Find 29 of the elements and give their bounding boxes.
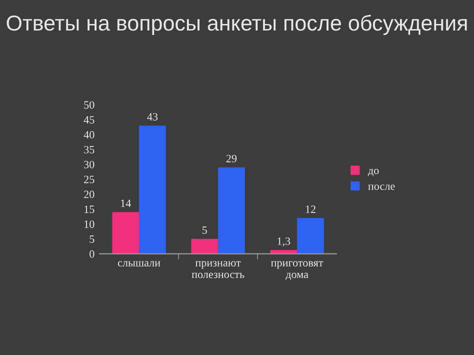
bar	[139, 126, 166, 254]
data-label: 29	[226, 154, 237, 162]
y-tick-label: 50	[84, 101, 94, 109]
y-tick-label: 20	[84, 190, 94, 198]
data-label: 14	[121, 200, 131, 207]
data-label: 5	[202, 226, 207, 234]
bar	[191, 238, 218, 254]
x-tick-label: признают полезность	[192, 261, 244, 278]
y-tick-label: 30	[84, 160, 94, 168]
data-label: 43	[147, 113, 158, 121]
y-tick-label: 40	[84, 131, 94, 139]
bar	[112, 212, 140, 254]
bar	[270, 250, 298, 254]
x-tick-label: приготовят дома	[271, 261, 324, 280]
bar	[297, 218, 324, 254]
data-label: 1,3	[278, 237, 290, 247]
y-tick-label: 5	[90, 235, 94, 243]
legend-label: до	[368, 168, 379, 176]
data-label: 12	[306, 206, 316, 213]
y-tick-label: 45	[84, 116, 94, 124]
chart-title: Ответы на вопросы анкеты после обсуждения	[6, 14, 467, 35]
bar	[218, 167, 245, 254]
y-tick-label: 15	[84, 206, 94, 214]
x-tick-label: слышали	[118, 261, 160, 267]
legend-label: после	[368, 184, 395, 190]
y-tick-label: 35	[84, 146, 94, 154]
y-tick-label: 10	[84, 220, 94, 228]
y-tick-label: 25	[84, 176, 94, 184]
y-tick-label: 0	[90, 250, 94, 258]
